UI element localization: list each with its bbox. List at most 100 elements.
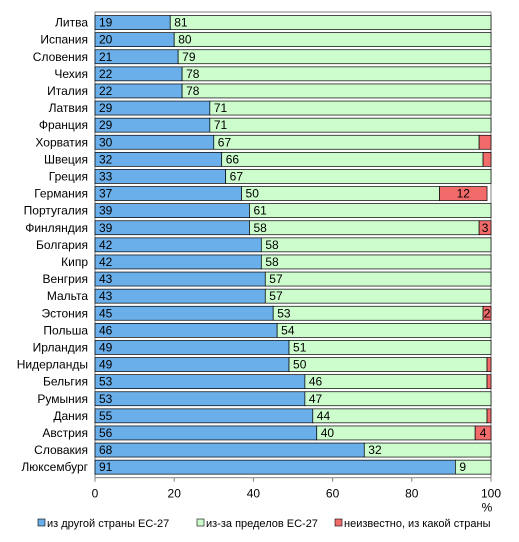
category-label: Мальта bbox=[47, 289, 88, 303]
bar-segment bbox=[95, 460, 455, 474]
category-label: Италия bbox=[47, 84, 88, 98]
x-tick-label: 100 bbox=[481, 487, 501, 501]
category-label: Дания bbox=[53, 409, 88, 423]
bar-segment bbox=[242, 187, 440, 201]
data-label: 45 bbox=[99, 306, 113, 320]
data-label: 46 bbox=[99, 323, 113, 337]
bar-segment bbox=[305, 392, 491, 406]
data-label: 39 bbox=[99, 204, 113, 218]
category-label: Болгария bbox=[36, 238, 88, 252]
category-label: Португалия bbox=[24, 204, 88, 218]
bar-segment bbox=[95, 238, 261, 252]
bar-segment bbox=[95, 289, 265, 303]
data-label: 33 bbox=[99, 169, 113, 183]
data-label: 71 bbox=[214, 101, 228, 115]
data-label: 12 bbox=[457, 187, 471, 201]
category-label: Ирландия bbox=[33, 340, 88, 354]
bar-segment bbox=[95, 272, 265, 286]
data-label: 80 bbox=[178, 33, 192, 47]
data-label: 50 bbox=[246, 187, 260, 201]
data-label: 29 bbox=[99, 101, 113, 115]
bar-segment bbox=[483, 152, 491, 166]
category-label: Румыния bbox=[37, 392, 88, 406]
data-label: 3 bbox=[482, 221, 489, 235]
data-label: 44 bbox=[317, 409, 331, 423]
data-label: 68 bbox=[99, 443, 113, 457]
bar-segment bbox=[182, 84, 491, 98]
bar-segment bbox=[261, 255, 491, 269]
data-label: 22 bbox=[99, 84, 113, 98]
category-label: Швеция bbox=[44, 152, 88, 166]
bar-segment bbox=[95, 340, 289, 354]
bar-segment bbox=[95, 306, 273, 320]
bar-segment bbox=[313, 409, 487, 423]
bar-segment bbox=[487, 409, 491, 423]
data-label: 78 bbox=[186, 67, 200, 81]
bar-segment bbox=[95, 443, 364, 457]
data-label: 66 bbox=[226, 152, 240, 166]
category-label: Эстония bbox=[42, 306, 89, 320]
bar-segment bbox=[95, 409, 313, 423]
data-label: 51 bbox=[293, 340, 307, 354]
x-tick-label: 20 bbox=[168, 487, 182, 501]
data-label: 53 bbox=[277, 306, 291, 320]
data-label: 47 bbox=[309, 392, 323, 406]
data-label: 39 bbox=[99, 221, 113, 235]
bar-segment bbox=[487, 375, 491, 389]
data-label: 81 bbox=[174, 16, 188, 30]
data-label: 78 bbox=[186, 84, 200, 98]
bar-segment bbox=[261, 238, 491, 252]
data-label: 30 bbox=[99, 135, 113, 149]
bar-segment bbox=[95, 375, 305, 389]
bar-segment bbox=[95, 426, 317, 440]
legend-label: из-за пределов ЕС-27 bbox=[206, 518, 318, 530]
data-label: 40 bbox=[321, 426, 335, 440]
data-label: 56 bbox=[99, 426, 113, 440]
data-label: 4 bbox=[480, 426, 487, 440]
legend-swatch bbox=[38, 519, 45, 526]
bar-segment bbox=[95, 169, 226, 183]
bar-segment bbox=[95, 221, 249, 235]
bar-segment bbox=[277, 323, 491, 337]
data-label: 53 bbox=[99, 392, 113, 406]
bar-segment bbox=[182, 67, 491, 81]
bar-segment bbox=[95, 135, 214, 149]
data-label: 50 bbox=[293, 358, 307, 372]
bar-segment bbox=[95, 204, 249, 218]
data-label: 46 bbox=[309, 375, 323, 389]
bar-segment bbox=[222, 152, 483, 166]
data-label: 32 bbox=[99, 152, 113, 166]
bar-segment bbox=[249, 204, 491, 218]
bar-segment bbox=[95, 392, 305, 406]
x-tick-label: 0 bbox=[92, 487, 99, 501]
legend-label: неизвестно, из какой страны bbox=[344, 518, 491, 530]
bar-segment bbox=[95, 152, 222, 166]
bar-segment bbox=[289, 340, 491, 354]
data-label: 22 bbox=[99, 67, 113, 81]
bar-segment bbox=[479, 135, 491, 149]
bar-segment bbox=[305, 375, 487, 389]
data-label: 2 bbox=[484, 306, 491, 320]
category-label: Финляндия bbox=[25, 221, 88, 235]
category-label: Греция bbox=[49, 169, 88, 183]
bar-segment bbox=[249, 221, 479, 235]
bar-segment bbox=[265, 272, 491, 286]
data-label: 79 bbox=[182, 50, 196, 64]
category-label: Франция bbox=[39, 118, 88, 132]
data-label: 49 bbox=[99, 358, 113, 372]
category-label: Польша bbox=[43, 323, 88, 337]
legend-swatch bbox=[197, 519, 204, 526]
data-label: 58 bbox=[265, 255, 279, 269]
bar-segment bbox=[178, 50, 491, 64]
category-label: Австрия bbox=[42, 426, 88, 440]
data-label: 49 bbox=[99, 340, 113, 354]
bar-segment bbox=[95, 323, 277, 337]
category-label: Литва bbox=[55, 16, 88, 30]
bar-segment bbox=[364, 443, 491, 457]
bar-segment bbox=[226, 169, 491, 183]
category-label: Германия bbox=[34, 187, 88, 201]
data-label: 42 bbox=[99, 255, 113, 269]
bar-segment bbox=[265, 289, 491, 303]
data-label: 67 bbox=[230, 169, 244, 183]
